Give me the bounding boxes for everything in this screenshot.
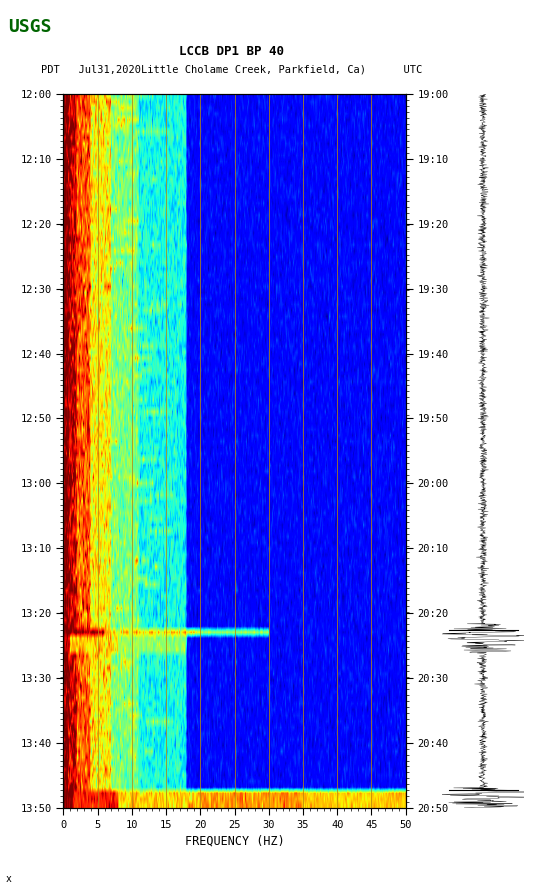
Text: USGS: USGS (8, 18, 52, 36)
Text: x: x (6, 874, 12, 884)
Text: PDT   Jul31,2020Little Cholame Creek, Parkfield, Ca)      UTC: PDT Jul31,2020Little Cholame Creek, Park… (41, 64, 422, 75)
Text: LCCB DP1 BP 40: LCCB DP1 BP 40 (179, 46, 284, 58)
X-axis label: FREQUENCY (HZ): FREQUENCY (HZ) (185, 834, 284, 847)
